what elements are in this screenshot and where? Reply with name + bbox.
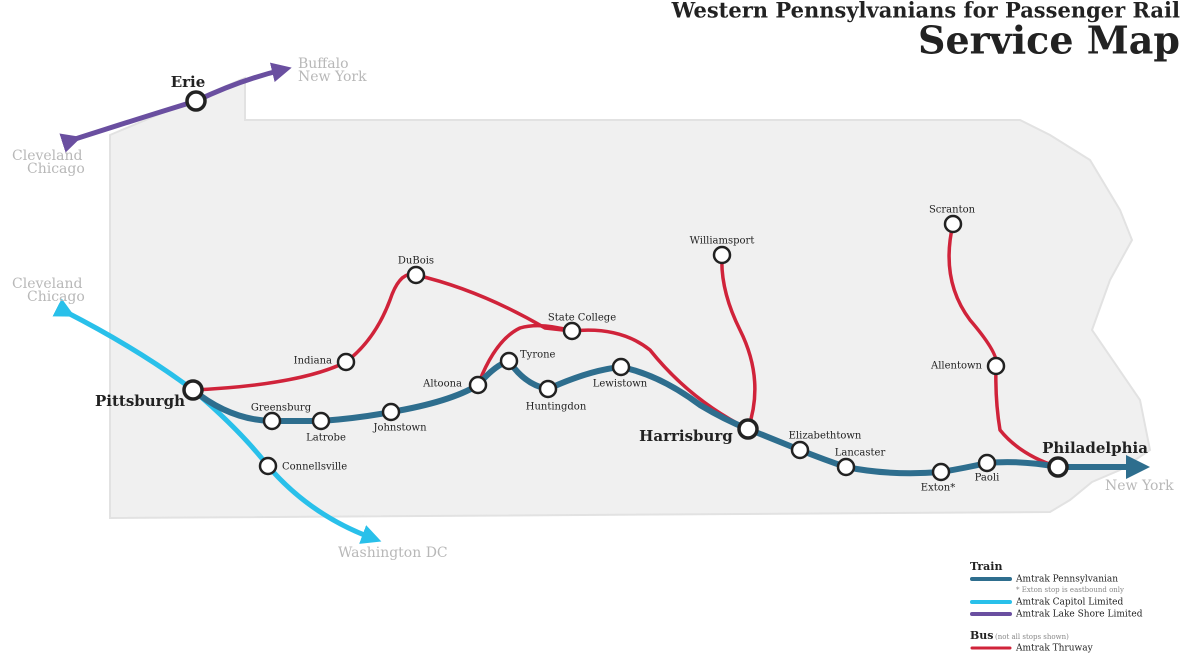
title: Service Map (918, 18, 1180, 63)
station-label: Paoli (975, 473, 1000, 484)
legend-label: Amtrak Capitol Limited (1015, 598, 1124, 608)
state-outline (109, 76, 1152, 520)
station-marker (406, 265, 426, 285)
station-label: Tyrone (520, 350, 556, 361)
endpoint-label: Cleveland (12, 276, 83, 292)
capitol-route (52, 298, 382, 544)
station-marker (262, 411, 282, 431)
legend-label: Amtrak Pennsylvanian (1015, 575, 1118, 585)
endpoint-label: Chicago (27, 289, 85, 305)
station-marker (836, 457, 856, 477)
legend-label: Amtrak Lake Shore Limited (1015, 610, 1143, 620)
station-label: Allentown (930, 361, 983, 372)
station-label: Indiana (294, 356, 332, 367)
station-marker (381, 402, 401, 422)
station-label: Connellsville (282, 462, 347, 473)
station-label: Philadelphia (1042, 439, 1148, 457)
legend-note: (not all stops shown) (995, 633, 1069, 641)
station-label: Greensburg (251, 403, 312, 414)
station-label: Scranton (929, 205, 976, 216)
endpoint-label: New York (1105, 478, 1174, 494)
endpoint-label: Cleveland (12, 148, 83, 164)
station-marker (499, 351, 519, 371)
station-marker (790, 440, 810, 460)
station-label: Erie (171, 73, 206, 91)
station-marker (185, 90, 207, 112)
station-label: State College (548, 313, 616, 324)
station-label: Johnstown (372, 423, 427, 434)
subtitle: Western Pennsylvanians for Passenger Rai… (671, 0, 1180, 23)
station-label: DuBois (398, 256, 434, 267)
station-marker (737, 418, 759, 440)
legend-note: * Exton stop is eastbound only (1016, 586, 1124, 594)
endpoint-label: New York (298, 69, 367, 85)
station-label: Pittsburgh (95, 392, 185, 410)
station-label: Huntingdon (526, 402, 587, 413)
station-marker (1047, 456, 1069, 478)
legend: Train Amtrak Pennsylvanian * Exton stop … (970, 560, 1143, 654)
station-marker (562, 321, 582, 341)
station-marker (182, 379, 204, 401)
station-marker (943, 214, 963, 234)
station-label: Latrobe (306, 433, 346, 444)
station-marker (712, 245, 732, 265)
station-marker (931, 462, 951, 482)
station-marker (336, 352, 356, 372)
station-marker (611, 357, 631, 377)
legend-label: Amtrak Thruway (1015, 644, 1094, 654)
station-marker (468, 375, 488, 395)
station-marker (311, 411, 331, 431)
station-marker (977, 453, 997, 473)
stations: Erie Pittsburgh Greensburg Latrobe Johnstown… (95, 73, 1148, 494)
endpoint-label: Washington DC (338, 545, 448, 561)
station-label: Elizabethtown (789, 431, 862, 442)
station-label: Williamsport (690, 236, 755, 247)
thruway-route (720, 253, 757, 431)
legend-heading: Bus (970, 629, 994, 642)
station-marker (986, 356, 1006, 376)
station-label: Altoona (422, 379, 462, 390)
station-label: Harrisburg (639, 427, 733, 445)
station-label: Exton* (921, 483, 955, 494)
station-label: Lancaster (835, 448, 886, 459)
endpoint-label: Buffalo (298, 56, 349, 72)
thruway-route (191, 272, 750, 431)
legend-heading: Train (970, 560, 1002, 573)
station-marker (538, 379, 558, 399)
endpoint-label: Chicago (27, 161, 85, 177)
station-label: Lewistown (593, 379, 648, 390)
station-marker (258, 456, 278, 476)
thruway-route (476, 323, 574, 387)
